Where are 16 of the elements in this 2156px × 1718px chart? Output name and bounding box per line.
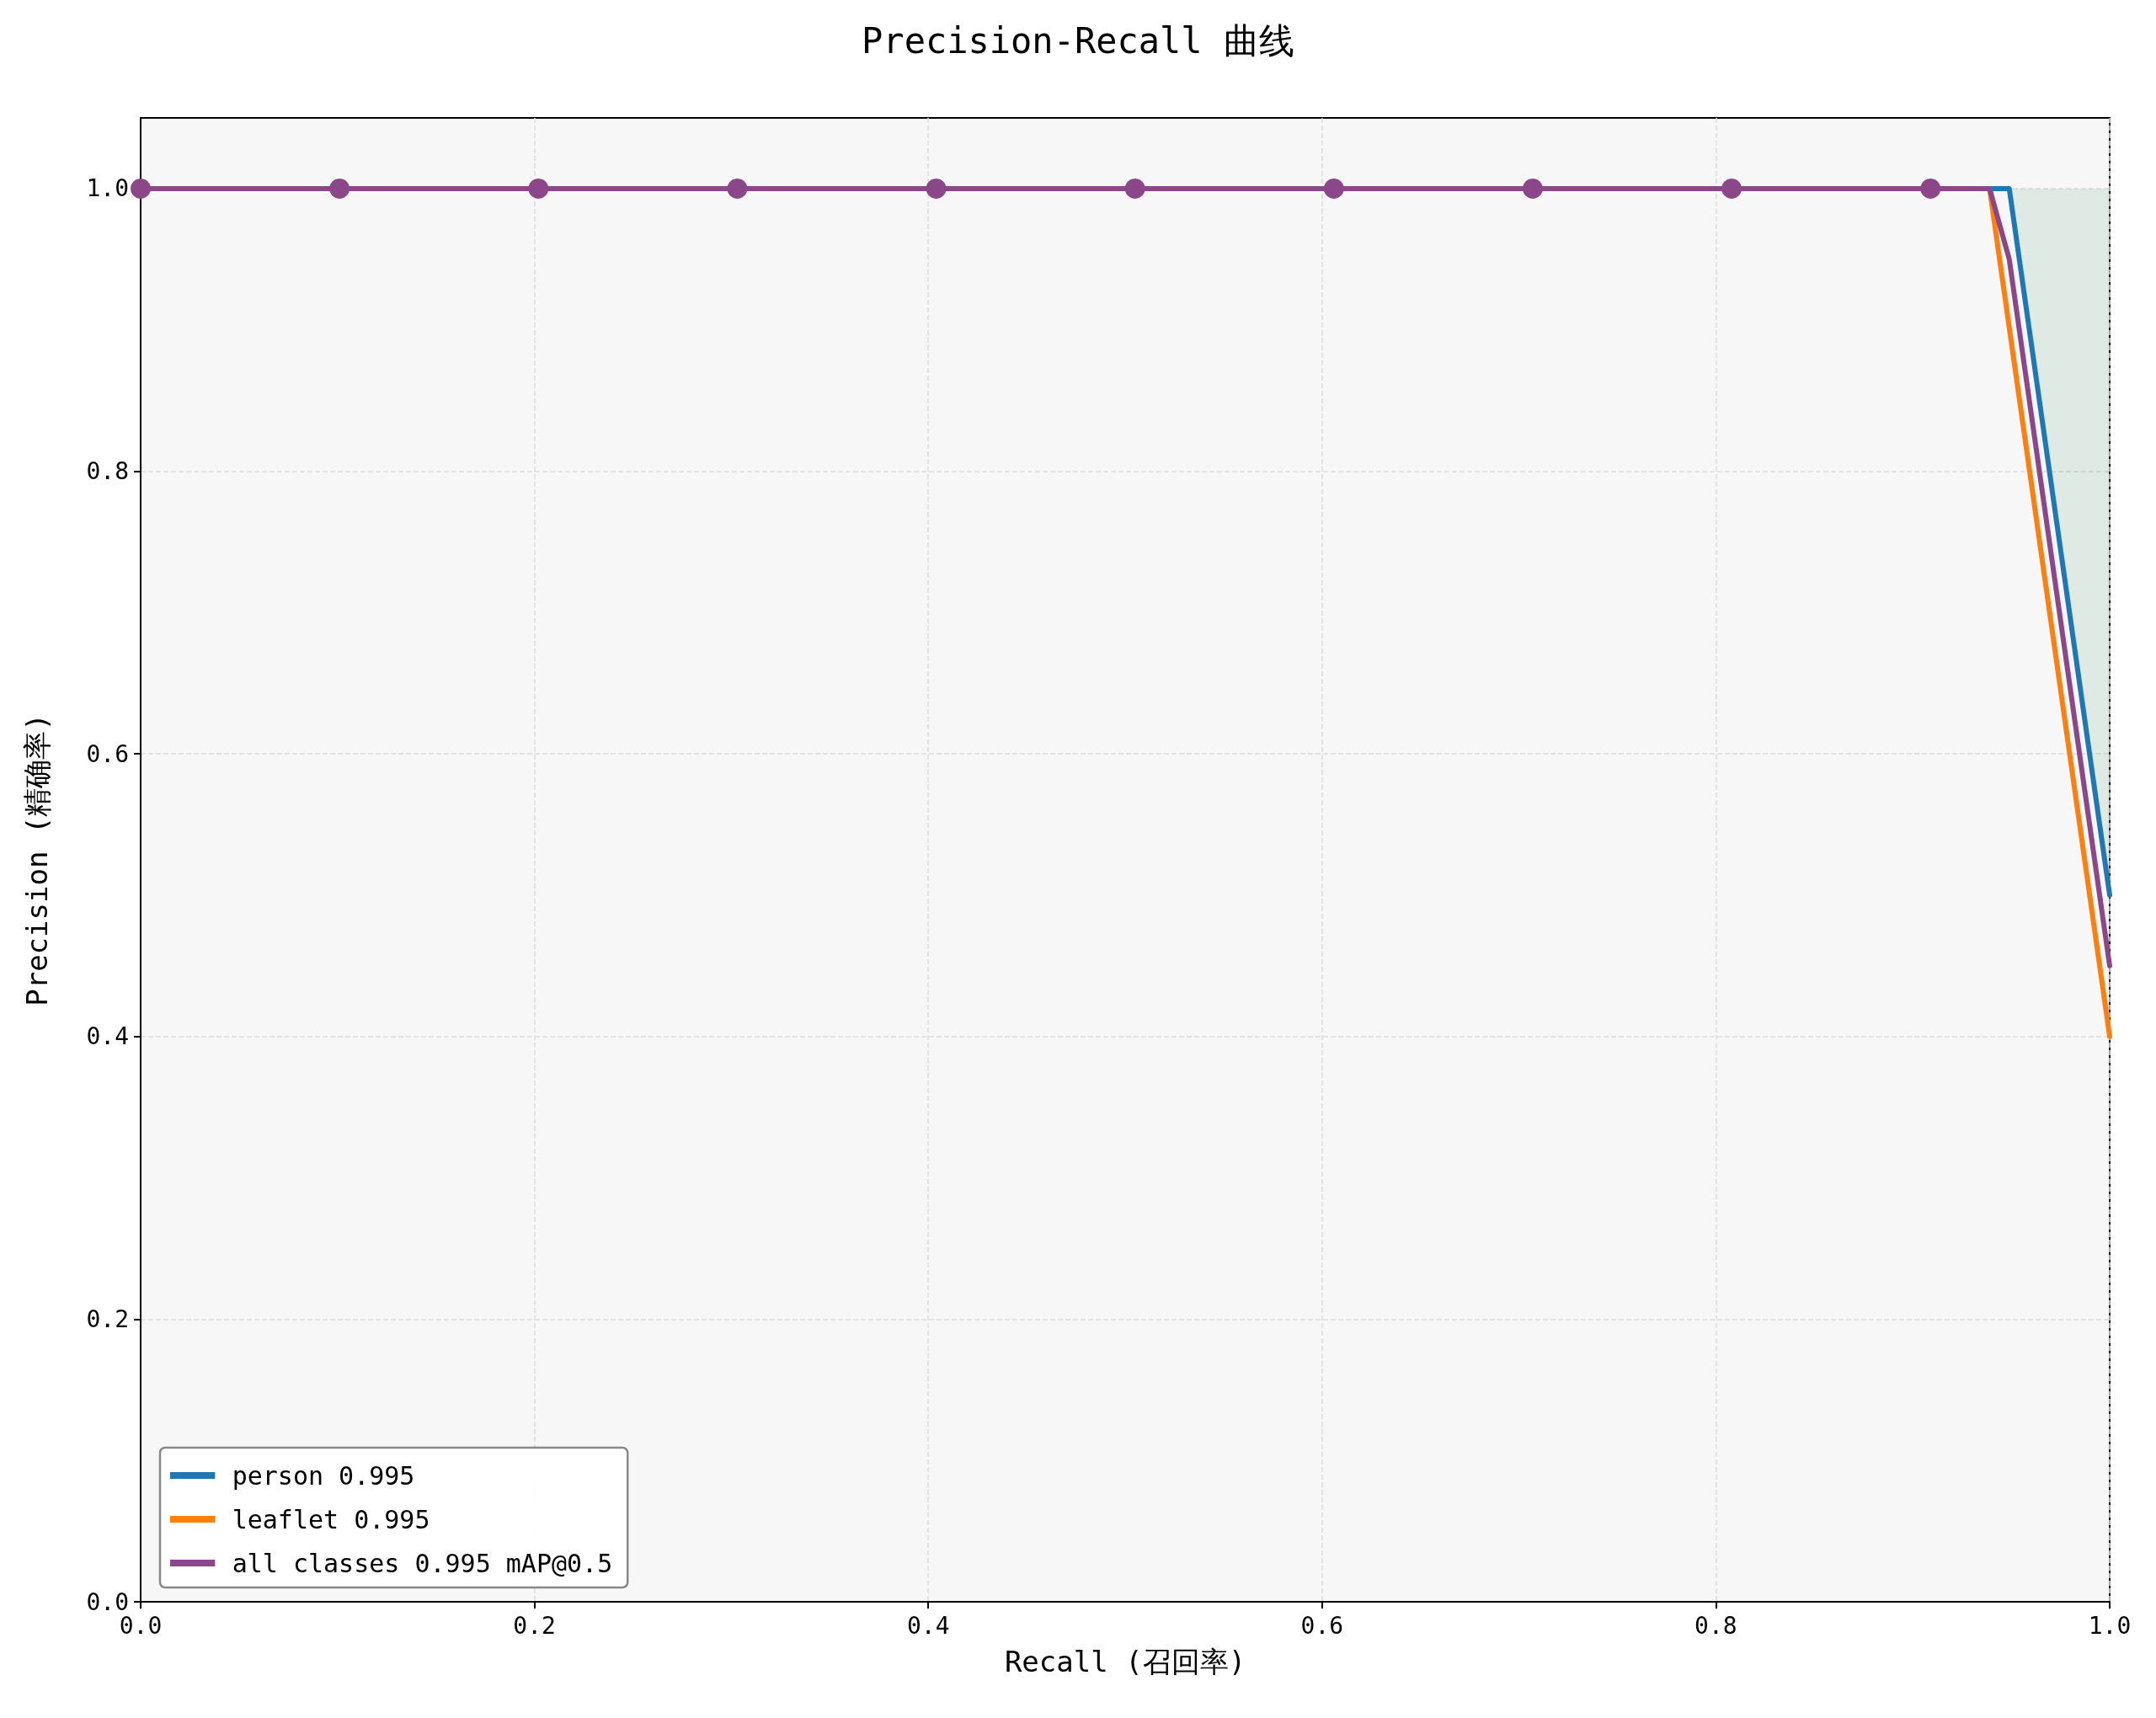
x-axis-title: Recall (召回率)	[1004, 1645, 1246, 1678]
y-tick-label: 1.0	[86, 174, 129, 203]
y-tick-label: 0.8	[86, 457, 129, 486]
x-tick-label: 1.0	[2088, 1611, 2132, 1640]
y-axis-title: Precision (精确率)	[20, 713, 54, 1006]
legend-label: leaflet 0.995	[232, 1504, 430, 1534]
chart-title: Precision-Recall 曲线	[862, 19, 1294, 61]
x-tick-label: 0.6	[1300, 1611, 1344, 1640]
y-tick-label: 0.2	[86, 1305, 129, 1333]
legend-label: person 0.995	[232, 1460, 415, 1491]
x-tick-label: 0.2	[513, 1611, 556, 1640]
x-tick-label: 0.8	[1694, 1611, 1737, 1640]
y-tick-label: 0.6	[86, 739, 129, 768]
x-tick-label: 0.4	[906, 1611, 950, 1640]
y-tick-label: 0.4	[86, 1022, 129, 1051]
legend-label: all classes 0.995 mAP@0.5	[232, 1548, 613, 1578]
